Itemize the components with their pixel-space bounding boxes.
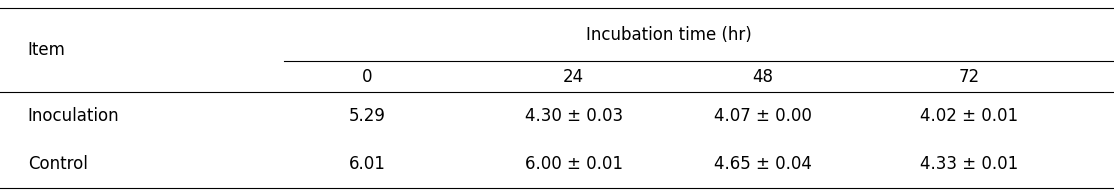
Text: 4.07 ± 0.00: 4.07 ± 0.00 bbox=[714, 107, 812, 125]
Text: 6.01: 6.01 bbox=[349, 155, 387, 173]
Text: Incubation time (hr): Incubation time (hr) bbox=[586, 26, 751, 44]
Text: Inoculation: Inoculation bbox=[28, 107, 119, 125]
Text: 5.29: 5.29 bbox=[349, 107, 387, 125]
Text: 4.02 ± 0.01: 4.02 ± 0.01 bbox=[920, 107, 1018, 125]
Text: 48: 48 bbox=[753, 68, 773, 86]
Text: 0: 0 bbox=[362, 68, 373, 86]
Text: Item: Item bbox=[28, 41, 66, 59]
Text: 4.30 ± 0.03: 4.30 ± 0.03 bbox=[525, 107, 623, 125]
Text: 24: 24 bbox=[564, 68, 584, 86]
Text: 4.33 ± 0.01: 4.33 ± 0.01 bbox=[920, 155, 1018, 173]
Text: 4.65 ± 0.04: 4.65 ± 0.04 bbox=[714, 155, 812, 173]
Text: 72: 72 bbox=[959, 68, 979, 86]
Text: 6.00 ± 0.01: 6.00 ± 0.01 bbox=[525, 155, 623, 173]
Text: Control: Control bbox=[28, 155, 88, 173]
